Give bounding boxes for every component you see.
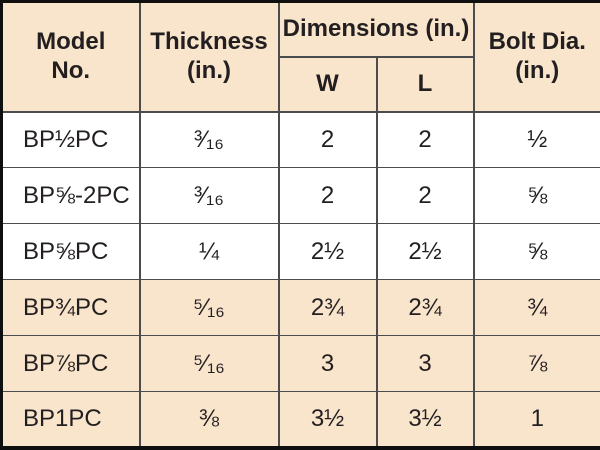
bolt-dia-cell: 1 [472, 391, 600, 449]
bolt-dia-cell: ⅞ [472, 335, 600, 393]
model-cell: BP½PC [0, 110, 141, 169]
table-row: BP⅝-2PC ³⁄₁₆ 2 2 ⅝ [0, 167, 600, 225]
width-cell: 3½ [277, 391, 378, 449]
table-header: Model No. Thickness (in.) Dimensions (in… [0, 1, 600, 113]
thickness-cell: ³⁄₁₆ [138, 167, 280, 225]
model-cell: BP1PC [0, 391, 141, 449]
header-width: W [277, 56, 378, 113]
table-row: BP¾PC ⁵⁄₁₆ 2¾ 2¾ ¾ [0, 279, 600, 337]
table-body: BP½PC ³⁄₁₆ 2 2 ½ BP⅝-2PC ³⁄₁₆ 2 2 ⅝ BP⅝P… [0, 110, 600, 449]
table-row: BP⅞PC ⁵⁄₁₆ 3 3 ⅞ [0, 335, 600, 393]
model-cell: BP⅞PC [0, 335, 141, 393]
length-cell: 3½ [375, 391, 475, 449]
thickness-cell: ³⁄₁₆ [138, 110, 280, 169]
width-cell: 2¾ [277, 279, 378, 337]
width-cell: 2 [277, 167, 378, 225]
model-cell: BP¾PC [0, 279, 141, 337]
header-row-sub: W L [2, 56, 600, 113]
length-cell: 3 [375, 335, 475, 393]
thickness-cell: ⁵⁄₁₆ [138, 335, 280, 393]
length-cell: 2¾ [375, 279, 475, 337]
length-cell: 2 [375, 110, 475, 169]
thickness-cell: ⅜ [138, 391, 280, 449]
length-cell: 2 [375, 167, 475, 225]
width-cell: 2½ [277, 223, 378, 281]
header-row-top: Model No. Thickness (in.) Dimensions (in… [0, 1, 600, 113]
width-cell: 2 [277, 110, 378, 169]
table-row: BP1PC ⅜ 3½ 3½ 1 [0, 391, 600, 449]
thickness-cell: ⁵⁄₁₆ [138, 279, 280, 337]
model-cell: BP⅝-2PC [0, 167, 141, 225]
bolt-dia-cell: ⅝ [472, 223, 600, 281]
length-cell: 2½ [375, 223, 475, 281]
header-thickness: Thickness (in.) [138, 1, 280, 113]
table-row: BP½PC ³⁄₁₆ 2 2 ½ [0, 110, 600, 169]
thickness-cell: ¼ [138, 223, 280, 281]
header-bolt-dia: Bolt Dia. (in.) [472, 1, 600, 113]
model-cell: BP⅝PC [0, 223, 141, 281]
bolt-dia-cell: ¾ [472, 279, 600, 337]
table-row: BP⅝PC ¼ 2½ 2½ ⅝ [0, 223, 600, 281]
width-cell: 3 [277, 335, 378, 393]
header-length: L [375, 56, 475, 113]
header-dimensions: Dimensions (in.) [277, 1, 475, 58]
header-model-no: Model No. [0, 1, 141, 113]
bolt-dia-cell: ½ [472, 110, 600, 169]
bolt-dia-cell: ⅝ [472, 167, 600, 225]
